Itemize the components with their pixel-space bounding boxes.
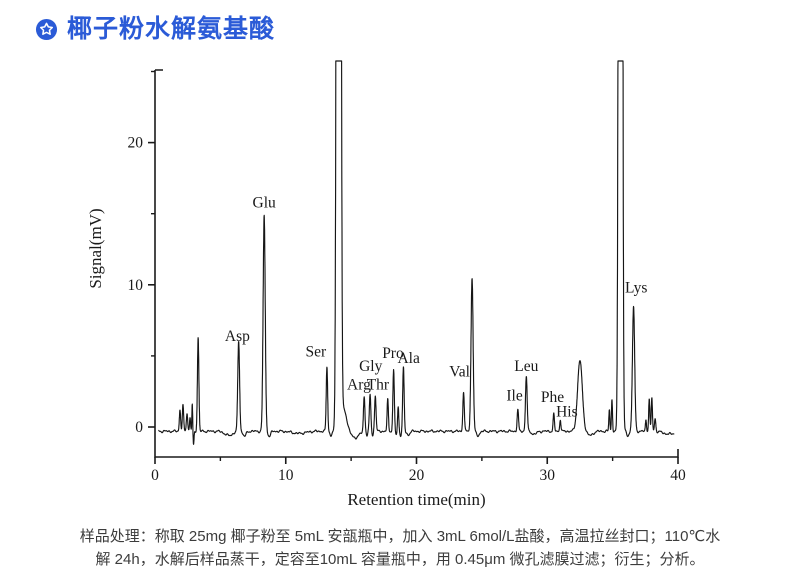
sample-prep-caption: 样品处理：称取 25mg 椰子粉至 5mL 安瓿瓶中，加入 3mL 6mol/L… [40, 525, 760, 571]
x-tick-label: 30 [540, 467, 556, 484]
x-tick-label: 10 [278, 467, 294, 484]
axes [154, 69, 679, 458]
peak-label-Pro: Pro [382, 345, 404, 362]
peak-label-His: His [556, 403, 578, 420]
peak-label-Thr: Thr [367, 376, 390, 393]
chromatogram-chart: 0 10 20 0 10 20 30 40 Retention time(min) Signal(… [86, 60, 686, 509]
report-header: 椰子粉水解氨基酸 [35, 17, 275, 42]
star-badge-icon [35, 18, 58, 41]
peak-label-Asp: Asp [225, 328, 250, 345]
peak-label-Gly: Gly [359, 358, 383, 375]
peak-label-Ser: Ser [305, 344, 327, 361]
chromatogram-trace [157, 60, 675, 445]
x-tick-label: 20 [409, 467, 425, 484]
y-tick-label: 10 [128, 277, 144, 294]
x-tick-label: 40 [670, 467, 686, 484]
x-axis-title: Retention time(min) [347, 490, 485, 509]
peak-label-Arg: Arg [347, 376, 371, 393]
y-tick-label: 0 [135, 419, 143, 436]
peak-label-Ala: Ala [397, 350, 420, 367]
y-tick-label: 20 [128, 135, 144, 152]
peak-label-Glu: Glu [253, 194, 277, 211]
y-axis-title: Signal(mV) [86, 208, 105, 288]
report-title: 椰子粉水解氨基酸 [67, 15, 276, 43]
peak-label-Lys: Lys [625, 280, 647, 297]
chromatogram-figure: 0 10 20 0 10 20 30 40 Retention time(min) Signal(… [0, 55, 800, 515]
peak-label-Ile: Ile [506, 388, 522, 405]
x-tick-label: 0 [151, 467, 159, 484]
caption-line-2: 解 24h，水解后样品蒸干，定容至10mL 容量瓶中，用 0.45μm 微孔滤膜… [95, 551, 705, 568]
peak-label-Leu: Leu [514, 358, 538, 375]
peak-label-Val: Val [449, 364, 470, 381]
peak-label-Phe: Phe [541, 389, 564, 406]
caption-line-1: 样品处理：称取 25mg 椰子粉至 5mL 安瓿瓶中，加入 3mL 6mol/L… [79, 528, 721, 545]
